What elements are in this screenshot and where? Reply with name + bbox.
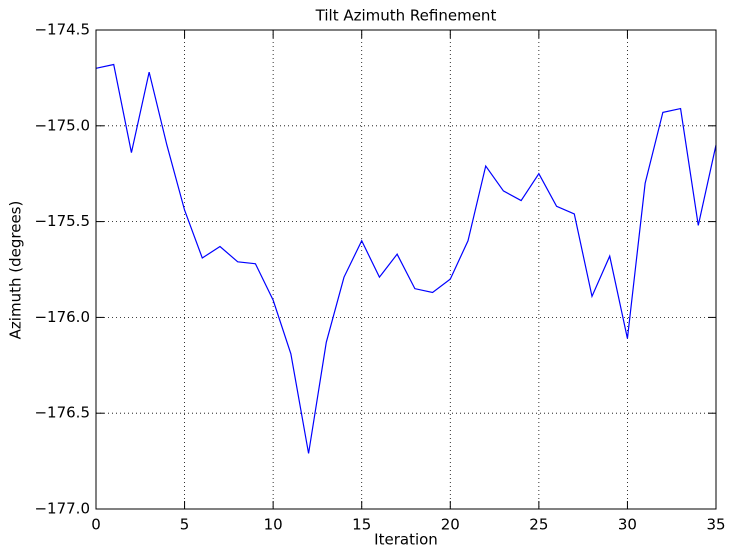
y-tick-label: −174.5 — [34, 21, 90, 39]
y-tick-label: −175.0 — [34, 116, 90, 134]
x-tick-label: 15 — [352, 516, 371, 534]
y-axis-label: Azimuth (degrees) — [7, 201, 25, 340]
y-tick-label: −176.0 — [34, 308, 90, 326]
x-tick-label: 0 — [91, 516, 101, 534]
x-tick-label: 10 — [264, 516, 283, 534]
x-tick-label: 20 — [441, 516, 460, 534]
y-tick-label: −176.5 — [34, 404, 90, 422]
chart-title: Tilt Azimuth Refinement — [315, 7, 497, 25]
x-tick-label: 35 — [706, 516, 725, 534]
x-tick-label: 25 — [529, 516, 548, 534]
y-tick-label: −175.5 — [34, 212, 90, 230]
plot-frame — [95, 29, 717, 510]
x-tick-label: 5 — [180, 516, 190, 534]
x-tick-label: 30 — [618, 516, 637, 534]
data-line — [95, 63, 717, 454]
x-axis-label: Iteration — [374, 531, 438, 549]
y-tick-label: −177.0 — [34, 500, 90, 518]
